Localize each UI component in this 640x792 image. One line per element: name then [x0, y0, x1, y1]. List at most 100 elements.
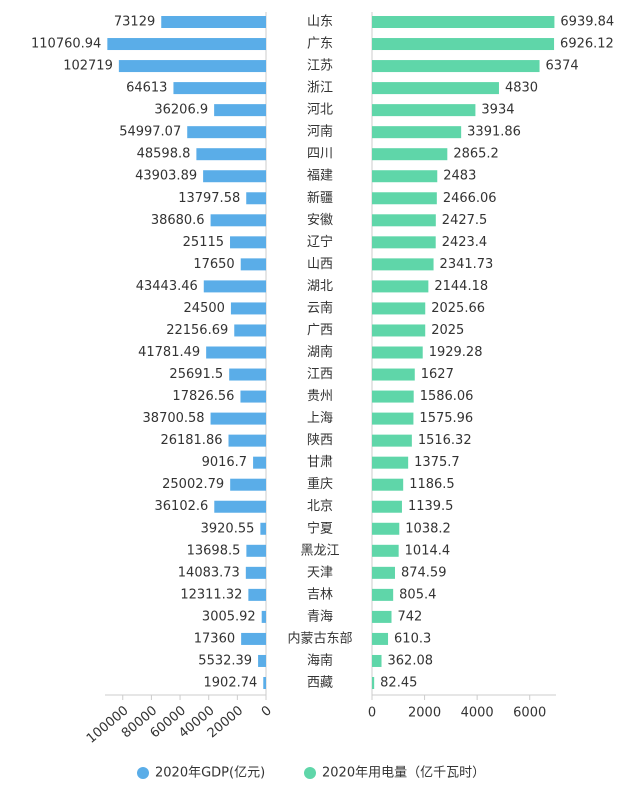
category-label: 广西 [307, 323, 333, 338]
value-label: 48598.8 [137, 147, 191, 162]
value-label: 13797.58 [178, 191, 240, 206]
category-label: 江西 [307, 367, 333, 382]
value-label: 1929.28 [429, 345, 483, 360]
bar [372, 434, 412, 447]
bar [372, 104, 476, 117]
value-label: 6926.12 [560, 37, 614, 52]
value-label: 38700.58 [143, 411, 205, 426]
value-label: 1627 [421, 367, 454, 382]
bar [240, 390, 266, 403]
category-label: 内蒙古东部 [287, 630, 352, 646]
value-label: 1186.5 [409, 477, 455, 492]
value-label: 25002.79 [162, 477, 224, 492]
category-label: 河北 [307, 103, 333, 118]
value-label: 2341.73 [440, 257, 494, 272]
bar [372, 148, 448, 161]
value-label: 36206.9 [154, 103, 208, 118]
category-label: 贵州 [307, 389, 333, 404]
category-label: 重庆 [307, 476, 333, 492]
category-label: 青海 [307, 609, 333, 624]
category-label: 广东 [307, 37, 333, 52]
bar [372, 280, 429, 293]
value-label: 610.3 [394, 631, 431, 646]
bar [372, 16, 555, 28]
category-label: 云南 [307, 300, 333, 316]
category-label: 辽宁 [307, 234, 333, 250]
bar [203, 170, 266, 183]
x-tick-label: 2000 [408, 706, 441, 721]
category-label: 安徽 [307, 213, 333, 228]
value-label: 14083.73 [178, 565, 240, 580]
value-label: 24500 [184, 301, 225, 316]
bar [372, 610, 392, 623]
value-label: 362.08 [388, 653, 434, 668]
bar [372, 82, 499, 95]
bar [258, 654, 266, 667]
category-label: 上海 [307, 411, 333, 426]
value-label: 82.45 [380, 676, 417, 691]
category-label: 山西 [307, 257, 333, 272]
value-label: 1902.74 [204, 676, 258, 691]
bar [240, 258, 266, 271]
value-label: 43443.46 [136, 279, 198, 294]
legend-marker [137, 767, 149, 779]
bar [206, 346, 266, 359]
value-label: 3920.55 [201, 521, 255, 536]
value-label: 2865.2 [453, 147, 499, 162]
value-label: 41781.49 [138, 345, 200, 360]
bar [372, 368, 415, 381]
value-label: 73129 [114, 15, 155, 30]
bar [372, 214, 436, 227]
bar [107, 38, 266, 51]
category-label: 宁夏 [307, 520, 333, 536]
category-label: 黑龙江 [300, 543, 339, 558]
bar [372, 522, 400, 535]
value-label: 25691.5 [169, 367, 223, 382]
bar [263, 677, 266, 689]
bar [372, 236, 436, 249]
bar [234, 324, 266, 337]
x-tick-label: 0 [368, 706, 376, 721]
bar [228, 434, 266, 447]
bar [230, 478, 266, 491]
bar [230, 236, 266, 249]
value-label: 13698.5 [187, 543, 241, 558]
value-label: 1014.4 [405, 543, 451, 558]
bar [203, 280, 266, 293]
bar [372, 302, 426, 315]
bar [260, 522, 266, 535]
value-label: 1516.32 [418, 433, 472, 448]
bar [214, 500, 266, 513]
value-label: 22156.69 [166, 323, 228, 338]
bar [210, 214, 266, 227]
value-label: 9016.7 [202, 455, 248, 470]
bar [372, 456, 409, 469]
x-tick-label: 4000 [461, 706, 494, 721]
bar [372, 60, 540, 73]
value-label: 17360 [194, 631, 235, 646]
bar [229, 368, 266, 381]
value-label: 6374 [546, 59, 579, 74]
value-label: 26181.86 [160, 433, 222, 448]
bar [230, 302, 266, 315]
legend-marker [304, 767, 316, 779]
bar [372, 544, 399, 557]
value-label: 2025 [431, 323, 464, 338]
category-label: 湖南 [307, 344, 333, 360]
bar [161, 16, 266, 28]
value-label: 43903.89 [135, 169, 197, 184]
bar [372, 38, 555, 51]
bar [372, 654, 382, 667]
bar [372, 677, 375, 689]
value-label: 2423.4 [442, 235, 488, 250]
bar [246, 544, 266, 557]
bar [253, 456, 266, 469]
value-label: 1586.06 [420, 389, 474, 404]
bar [372, 324, 426, 337]
value-label: 64613 [126, 81, 167, 96]
value-label: 5532.39 [198, 653, 252, 668]
category-label: 河南 [307, 124, 333, 140]
bar [372, 412, 414, 425]
value-label: 12311.32 [180, 587, 242, 602]
